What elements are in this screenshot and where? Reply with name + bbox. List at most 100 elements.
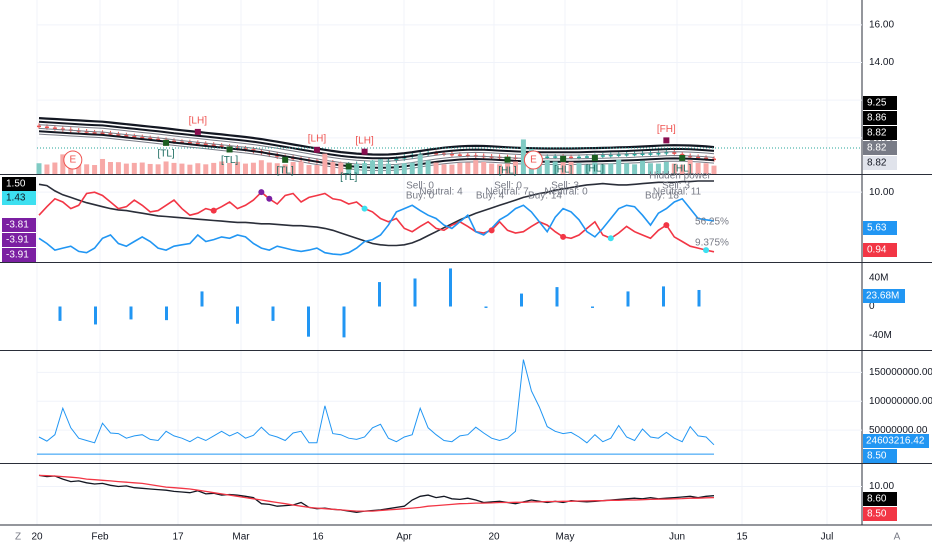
osc-left-badge xyxy=(2,218,36,232)
price-volume-bar xyxy=(92,165,98,174)
delta-bar xyxy=(94,306,97,325)
price-ma-line xyxy=(38,124,715,162)
price-volume-bar xyxy=(131,162,137,174)
price-candle-body xyxy=(84,131,89,133)
price-volume-bar xyxy=(711,165,717,174)
price-candle-body xyxy=(600,155,605,157)
pivot-marker xyxy=(504,156,511,163)
x-axis-tick-label: 16 xyxy=(312,532,324,543)
price-volume-bar xyxy=(370,160,376,174)
earnings-marker-circle xyxy=(63,150,83,170)
price-volume-bar xyxy=(306,165,312,174)
delta-bar xyxy=(662,286,665,307)
osc-left-badge xyxy=(2,233,36,247)
osc-right-badge-text: 5.63 xyxy=(867,223,887,234)
zoom-button-z[interactable]: Z xyxy=(15,532,21,543)
price-candle-body xyxy=(672,151,677,154)
price-volume-bar xyxy=(489,163,495,174)
osc-annotation: 56.25% xyxy=(695,217,729,228)
price-candle-body xyxy=(37,125,41,128)
ma-axis-tick-label: 10.00 xyxy=(869,481,894,492)
x-axis-tick-label: Feb xyxy=(91,532,109,543)
price-label-text: 8.86 xyxy=(867,113,887,124)
price-candle-body xyxy=(545,156,550,159)
pivot-label: [LH] xyxy=(308,133,327,144)
volume-secondary-badge xyxy=(863,449,897,463)
price-candle-body xyxy=(140,136,145,139)
price-volume-bar xyxy=(687,160,693,174)
osc-right-badge xyxy=(863,221,897,235)
price-volume-bar xyxy=(592,162,598,174)
price-label-badge xyxy=(863,96,897,110)
price-volume-bar xyxy=(179,163,185,174)
osc-left-badge xyxy=(2,248,36,262)
price-candle-body xyxy=(235,147,240,149)
price-candle-body xyxy=(577,156,581,159)
price-axis-tick-label: 14.00 xyxy=(869,57,894,68)
pivot-label: [TL] xyxy=(157,149,174,160)
price-volume-bar xyxy=(235,161,241,174)
price-volume-bar xyxy=(624,163,630,174)
price-volume-bar xyxy=(695,162,701,174)
price-candle-body xyxy=(688,155,693,158)
pivot-marker xyxy=(194,128,201,135)
pivot-label: [TL] xyxy=(340,172,357,183)
osc-annotation: Hidden power xyxy=(649,171,711,182)
ma-last-badge xyxy=(863,492,897,506)
pivot-marker xyxy=(163,139,170,146)
auto-scale-button-a[interactable]: A xyxy=(894,532,901,543)
price-volume-bar xyxy=(425,160,431,174)
osc-annotation: Buy: 14 xyxy=(528,191,562,202)
osc-right-badge xyxy=(863,243,897,257)
price-volume-bar xyxy=(576,163,582,174)
pivot-label: [TL] xyxy=(221,155,238,166)
osc-right-badge-text: 0.94 xyxy=(867,245,887,256)
price-volume-bar xyxy=(115,162,121,174)
ma-last-badge-text: 8.50 xyxy=(867,509,887,520)
osc-left-badge-text: 1.43 xyxy=(6,193,26,204)
volume-axis-tick-label: 50000000.00 xyxy=(869,425,928,436)
volume-last-badge-text: 24603216.42 xyxy=(866,436,925,447)
price-candle-body xyxy=(172,140,176,143)
price-candle-body xyxy=(124,135,129,137)
delta-bar xyxy=(236,306,239,324)
price-candle-body xyxy=(60,128,65,130)
delta-bar xyxy=(129,306,133,320)
pivot-label: [FH] xyxy=(657,124,676,135)
price-candle-body xyxy=(148,137,153,140)
price-volume-bar xyxy=(393,164,399,174)
x-axis-tick-label: 15 xyxy=(736,532,748,543)
price-volume-bar xyxy=(465,162,471,174)
delta-bar xyxy=(165,306,168,321)
price-volume-bar xyxy=(409,162,415,174)
price-volume-bar xyxy=(481,162,487,174)
price-ma-line xyxy=(38,130,715,169)
price-ma-line xyxy=(38,120,715,160)
delta-last-badge-text: 23.68M xyxy=(866,291,899,302)
ma-line-red xyxy=(38,474,715,512)
price-volume-bar xyxy=(203,164,209,174)
price-volume-bar xyxy=(242,163,248,174)
delta-bar xyxy=(520,293,523,307)
price-volume-bar xyxy=(512,161,518,174)
price-candle-body xyxy=(211,144,216,146)
x-axis-tick-label: 17 xyxy=(172,532,184,543)
osc-left-badge-text: -3.91 xyxy=(6,235,29,246)
price-candle-body xyxy=(569,156,574,159)
delta-bar xyxy=(200,291,204,307)
osc-cross-marker xyxy=(663,222,670,229)
osc-cross-marker xyxy=(488,227,495,234)
price-candle-body xyxy=(664,151,669,154)
delta-bar xyxy=(484,306,488,308)
pivot-label: [HL] xyxy=(586,164,605,175)
pivot-marker xyxy=(361,148,368,155)
price-candle-body xyxy=(449,153,454,156)
price-volume-bar xyxy=(314,165,320,174)
pivot-marker xyxy=(663,137,670,144)
price-candle-body xyxy=(52,127,57,129)
x-axis-tick-label: 20 xyxy=(31,532,43,543)
price-candle-body xyxy=(116,134,121,136)
osc-annotation: Neutral: 4 xyxy=(419,187,463,198)
osc-annotation: Neutral: 11 xyxy=(653,187,702,198)
